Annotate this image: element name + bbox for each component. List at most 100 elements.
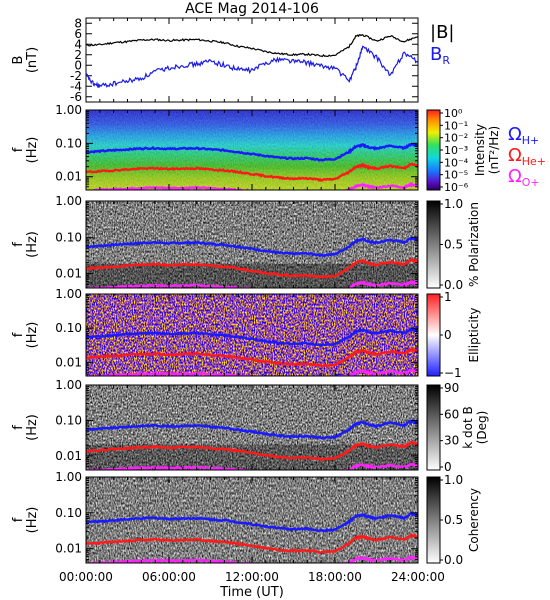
coherency-ytick-label: 0.01 bbox=[55, 542, 82, 556]
spectrum-colorbar-tick-label: 10⁻⁵ bbox=[444, 169, 468, 182]
kdotb-panel-ylabel-unit: (Hz) bbox=[25, 414, 40, 441]
polarization-panel-ylabel: f (Hz) bbox=[11, 231, 40, 258]
coherency-ytick-label: 1.00 bbox=[55, 470, 82, 484]
omega-h-line bbox=[86, 419, 418, 440]
omega-he-line bbox=[86, 347, 418, 368]
legend-omega-he: ΩHe+ bbox=[508, 145, 546, 168]
omega-h-line bbox=[86, 511, 418, 533]
spectrum-panel-ylabel-unit: (Hz) bbox=[25, 137, 40, 164]
omega-he-line bbox=[86, 532, 418, 554]
legend-b-total: |B| bbox=[430, 22, 454, 43]
kdotb-ytick-label: 0.01 bbox=[55, 449, 82, 463]
ellipticity-colorbar-tick-label: −1 bbox=[444, 366, 462, 380]
omega-h-line bbox=[86, 236, 418, 258]
legend-b-r-main: B bbox=[430, 44, 442, 65]
spectrum-ytick-label: 0.01 bbox=[55, 170, 82, 184]
kdotb-ytick-label: 0.10 bbox=[55, 413, 82, 427]
spectrum-colorbar-tick-label: 10⁻⁴ bbox=[444, 156, 469, 169]
omega-he-line bbox=[86, 258, 418, 280]
polarization-image bbox=[86, 201, 418, 288]
spectrum-ytick-label: 1.00 bbox=[55, 103, 82, 117]
spectrum-panel-ylabel-symbol: f bbox=[11, 147, 26, 152]
b-panel-ylabel-symbol: B bbox=[11, 56, 26, 65]
ellipticity-panel-ylabel-unit: (Hz) bbox=[25, 322, 40, 349]
kdotb-colorbar-unit: (Deg) bbox=[475, 411, 489, 445]
b-panel-frame bbox=[85, 17, 419, 103]
b-ytick-label: -2 bbox=[70, 69, 82, 83]
spectrum-colorbar-label-group: Intensity (nT²/Hz) bbox=[473, 124, 501, 176]
ellipticity-ytick-label: 0.01 bbox=[55, 355, 82, 369]
coherency-panel-ylabel-symbol: f bbox=[11, 517, 26, 522]
coherency-colorbar-label-group: Coherency bbox=[467, 488, 481, 552]
ellipticity-ytick-label: 0.10 bbox=[55, 321, 82, 335]
x-tick-label: 00:00:00 bbox=[59, 570, 113, 584]
spectrum-colorbar-tick-label: 10⁻¹ bbox=[444, 119, 468, 132]
polarization-colorbar-label-group: % Polarization bbox=[467, 202, 481, 287]
omega-he-line bbox=[86, 440, 418, 462]
omega-o-line bbox=[86, 279, 418, 288]
kdotb-panel-ylabel: f (Hz) bbox=[11, 414, 40, 441]
b-panel-ylabel-unit: (nT) bbox=[25, 47, 40, 73]
ellipticity-gyro-lines bbox=[86, 326, 418, 376]
polarization-panel-ylabel-unit: (Hz) bbox=[25, 231, 40, 258]
x-tick-labels: 00:00:00 06:00:00 12:00:00 18:00:00 24:00:00 bbox=[59, 570, 445, 584]
ellipticity-image bbox=[86, 294, 418, 376]
omega-o-line bbox=[86, 555, 418, 563]
omega-o-line bbox=[86, 181, 418, 190]
x-tick-label: 18:00:00 bbox=[308, 570, 362, 584]
coherency-image bbox=[86, 477, 418, 563]
polarization-colorbar-tick-label: 1.0 bbox=[444, 197, 463, 211]
x-tick-label: 24:00:00 bbox=[391, 570, 445, 584]
polarization-ytick-label: 0.01 bbox=[55, 267, 82, 281]
polarization-colorbar-tick-label: 0.5 bbox=[444, 238, 463, 252]
spectrum-gyro-lines bbox=[86, 142, 418, 190]
b-panel-ylabel: B (nT) bbox=[11, 47, 40, 73]
polarization-colorbar bbox=[426, 200, 441, 289]
kdotb-colorbar-tick-label: 0 bbox=[444, 460, 452, 474]
b-ytick-label: 4 bbox=[74, 37, 82, 51]
legend-omega-he-main: Ω bbox=[508, 145, 522, 166]
coherency-ytick-label: 0.10 bbox=[55, 506, 82, 520]
legend-omega-h-main: Ω bbox=[508, 124, 522, 145]
spectrum-colorbar-tick-label: 10⁻⁶ bbox=[444, 181, 469, 194]
legend-omega-o-main: Ω bbox=[508, 166, 522, 187]
legend-omega-he-sub: He+ bbox=[522, 155, 546, 168]
legend-omega-o: ΩO+ bbox=[508, 166, 540, 189]
b-ytick-label: 0 bbox=[74, 58, 82, 72]
legend-omega-o-sub: O+ bbox=[522, 176, 540, 189]
polarization-colorbar-tick-label: 0.0 bbox=[444, 278, 463, 292]
plot-title: ACE Mag 2014-106 bbox=[185, 1, 319, 17]
coherency-colorbar-label: Coherency bbox=[467, 488, 481, 552]
ellipticity-colorbar bbox=[426, 293, 441, 377]
coherency-gyro-lines bbox=[86, 511, 418, 563]
x-tick-label: 12:00:00 bbox=[225, 570, 279, 584]
kdotb-colorbar-tick-label: 60 bbox=[444, 407, 459, 421]
x-axis-label: Time (UT) bbox=[219, 585, 284, 600]
b-ytick-label: -6 bbox=[70, 90, 82, 104]
kdotb-colorbar bbox=[426, 384, 441, 471]
coherency-colorbar-tick-label: 1.0 bbox=[444, 473, 463, 487]
x-tick-label: 06:00:00 bbox=[142, 570, 196, 584]
polarization-colorbar-label: % Polarization bbox=[467, 202, 481, 287]
legend-b-r-sub: R bbox=[442, 54, 450, 67]
omega-o-line bbox=[86, 368, 418, 376]
kdotb-colorbar-label-group: k dot B (Deg) bbox=[461, 406, 489, 448]
omega-o-line bbox=[86, 462, 418, 470]
spectrum-colorbar-tick-label: 10⁰ bbox=[444, 107, 463, 120]
coherency-panel-ylabel: f (Hz) bbox=[11, 507, 40, 534]
ellipticity-panel-ylabel: f (Hz) bbox=[11, 322, 40, 349]
kdotb-ytick-label: 1.00 bbox=[55, 378, 82, 392]
omega-h-line bbox=[86, 142, 418, 162]
ellipticity-colorbar-tick-label: 0 bbox=[444, 328, 452, 342]
kdotb-panel-ylabel-symbol: f bbox=[11, 425, 26, 430]
coherency-colorbar-tick-label: 0.0 bbox=[444, 553, 463, 567]
ellipticity-panel-ylabel-symbol: f bbox=[11, 332, 26, 337]
polarization-ytick-label: 0.10 bbox=[55, 230, 82, 244]
polarization-panel-ylabel-symbol: f bbox=[11, 242, 26, 247]
coherency-colorbar bbox=[426, 476, 441, 564]
legend-omega-h-sub: H+ bbox=[522, 134, 540, 147]
b-r-line bbox=[85, 45, 419, 89]
legend-b-r: BR bbox=[430, 44, 450, 67]
